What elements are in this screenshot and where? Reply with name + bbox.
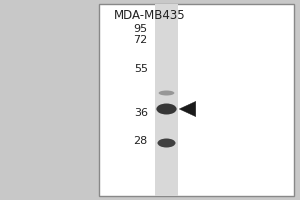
- Text: MDA-MB435: MDA-MB435: [114, 9, 186, 22]
- Ellipse shape: [159, 90, 174, 96]
- Text: 95: 95: [134, 24, 148, 34]
- Ellipse shape: [156, 104, 177, 114]
- Ellipse shape: [158, 138, 175, 148]
- Polygon shape: [179, 101, 196, 117]
- Bar: [99, 4, 294, 196]
- Text: 28: 28: [134, 136, 148, 146]
- Text: 55: 55: [134, 64, 148, 74]
- Text: 36: 36: [134, 108, 148, 118]
- Text: 72: 72: [134, 35, 148, 45]
- Bar: [155, 4, 178, 196]
